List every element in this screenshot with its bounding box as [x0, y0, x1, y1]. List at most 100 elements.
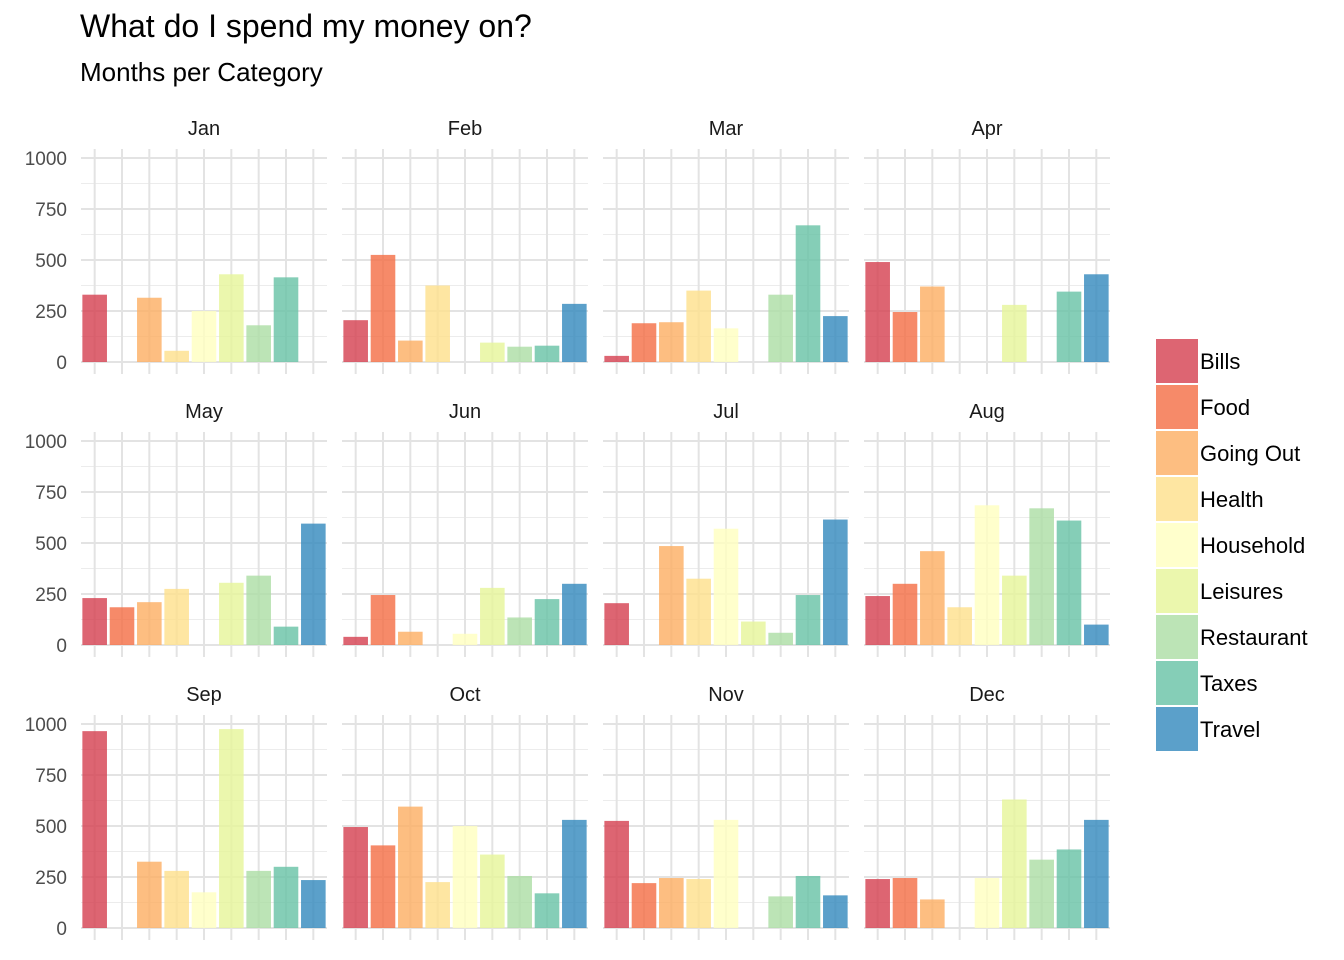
legend-swatch-health — [1156, 477, 1198, 521]
bar-apr-bills — [865, 262, 890, 362]
facet-panel-aug: Aug — [864, 401, 1110, 657]
bar-jun-food — [370, 595, 396, 645]
bar-mar-restaurant — [768, 294, 793, 362]
bar-jul-health — [686, 578, 711, 645]
legend-swatch-bills — [1156, 339, 1198, 383]
legend: Bills Food Going Out Health Household Leisure… — [1156, 339, 1308, 751]
bar-dec-leisures — [1002, 799, 1027, 928]
bar-apr-travel — [1084, 274, 1109, 362]
facet-panel-feb: Feb — [342, 118, 588, 374]
bar-sep-taxes — [273, 866, 299, 928]
bar-mar-travel — [823, 316, 848, 362]
bar-feb-restaurant — [507, 346, 532, 362]
bar-aug-leisures — [1002, 575, 1027, 645]
bar-sep-bills — [82, 731, 107, 928]
bar-mar-food — [631, 323, 657, 362]
bar-feb-leisures — [480, 342, 505, 362]
facet-label: Mar — [709, 118, 744, 140]
bar-feb-taxes — [534, 345, 560, 362]
bar-aug-restaurant — [1029, 508, 1054, 645]
bar-jul-taxes — [795, 595, 821, 645]
bar-dec-household — [974, 878, 1000, 928]
facet-label: Feb — [448, 118, 482, 140]
facet-panel-apr: Apr — [864, 118, 1110, 374]
bar-oct-food — [370, 845, 396, 928]
bar-apr-leisures — [1002, 304, 1027, 362]
bar-oct-health — [425, 882, 450, 928]
y-tick-label: 250 — [35, 868, 67, 889]
bar-nov-food — [631, 883, 657, 928]
bar-may-travel — [301, 523, 326, 645]
facet-label: Apr — [971, 118, 1002, 140]
bar-jul-going-out — [659, 546, 684, 645]
bar-oct-going-out — [398, 806, 423, 928]
facet-panel-sep: Sep 0 250 500 750 1000 — [25, 684, 327, 940]
bar-aug-household — [974, 505, 1000, 645]
bar-oct-taxes — [534, 893, 560, 928]
y-tick-label: 1000 — [25, 149, 67, 170]
bar-may-taxes — [273, 626, 299, 645]
y-tick-label: 1000 — [25, 432, 67, 453]
y-tick-label: 0 — [56, 353, 67, 374]
bar-nov-going-out — [659, 878, 684, 928]
bar-nov-travel — [823, 895, 848, 928]
bar-jul-household — [713, 528, 739, 645]
facet-panel-dec: Dec — [864, 684, 1110, 940]
bar-dec-taxes — [1056, 849, 1082, 928]
facet-panel-jul: Jul — [603, 401, 849, 657]
bar-jan-household — [191, 311, 217, 362]
bar-sep-restaurant — [246, 870, 271, 928]
bar-jul-bills — [604, 603, 629, 645]
bar-sep-household — [191, 892, 217, 928]
bar-may-leisures — [219, 582, 244, 645]
legend-label: Bills — [1200, 349, 1240, 374]
bar-jan-health — [164, 350, 189, 362]
y-tick-label: 500 — [35, 817, 67, 838]
bar-aug-travel — [1084, 624, 1109, 645]
bar-oct-travel — [562, 819, 587, 928]
facet-label: Oct — [449, 684, 481, 706]
bar-mar-health — [686, 290, 711, 362]
bar-feb-bills — [343, 320, 368, 362]
bar-feb-health — [425, 285, 450, 362]
y-tick-label: 1000 — [25, 715, 67, 736]
bar-aug-food — [892, 583, 918, 645]
bar-aug-bills — [865, 596, 890, 645]
bar-mar-going-out — [659, 322, 684, 362]
bar-may-food — [109, 607, 135, 645]
bar-mar-household — [713, 328, 739, 362]
bar-nov-restaurant — [768, 896, 793, 928]
y-tick-label: 750 — [35, 766, 67, 787]
facet-label: Jan — [188, 118, 220, 140]
bar-jul-leisures — [741, 621, 766, 645]
legend-swatch-going-out — [1156, 431, 1198, 475]
bar-jun-leisures — [480, 587, 505, 645]
bar-dec-travel — [1084, 819, 1109, 928]
bar-aug-going-out — [920, 551, 945, 645]
facet-label: Sep — [186, 684, 222, 706]
bar-sep-going-out — [137, 861, 162, 928]
facet-label: Jul — [713, 401, 739, 423]
bar-dec-food — [892, 878, 918, 928]
bar-jan-bills — [82, 294, 107, 362]
bar-may-health — [164, 588, 189, 645]
bar-jan-restaurant — [246, 325, 271, 362]
legend-label: Leisures — [1200, 579, 1283, 604]
y-tick-label: 750 — [35, 483, 67, 504]
facet-label: May — [185, 401, 223, 423]
legend-label: Household — [1200, 533, 1305, 558]
bar-sep-leisures — [219, 729, 244, 928]
facet-panel-nov: Nov — [603, 684, 849, 940]
bar-nov-bills — [604, 820, 629, 928]
facet-label: Jun — [449, 401, 481, 423]
facet-panel-oct: Oct — [342, 684, 588, 940]
bar-may-restaurant — [246, 575, 271, 645]
facet-panel-jan: Jan 0 250 500 750 1000 — [25, 118, 327, 374]
chart-subtitle: Months per Category — [80, 57, 323, 87]
bar-mar-bills — [604, 355, 629, 362]
legend-swatch-food — [1156, 385, 1198, 429]
bar-nov-taxes — [795, 875, 821, 928]
facet-panel-jun: Jun — [342, 401, 588, 657]
facet-label: Nov — [708, 684, 744, 706]
